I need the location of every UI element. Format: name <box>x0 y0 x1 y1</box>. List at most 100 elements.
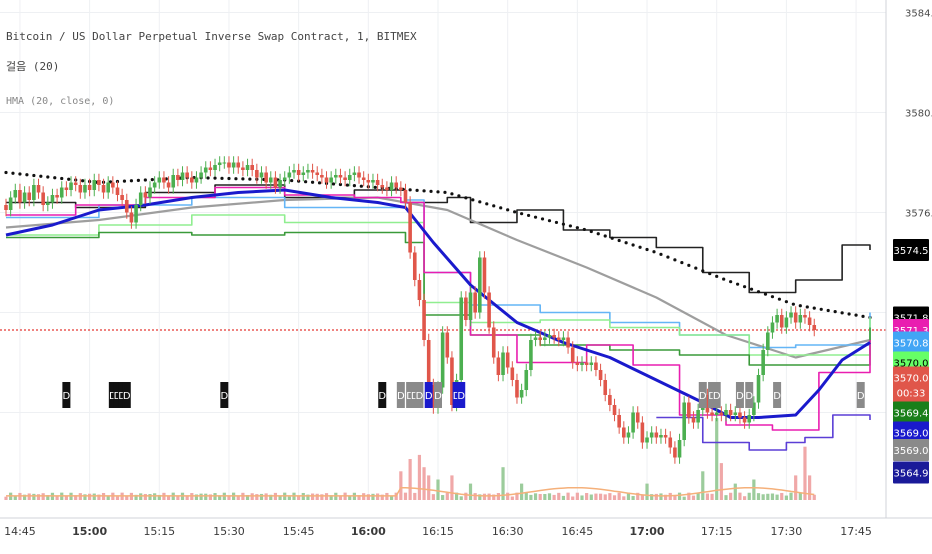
signal-marker: D <box>712 382 721 408</box>
candle-body <box>645 437 649 443</box>
dot-marker <box>46 175 50 179</box>
candle-body <box>728 410 733 415</box>
x-tick-label: 17:30 <box>771 525 803 538</box>
dot-marker <box>213 176 217 180</box>
candle-body <box>292 170 296 173</box>
candle-body <box>111 182 115 188</box>
volume-bar <box>199 493 203 500</box>
volume-bar <box>297 495 301 500</box>
candle-body <box>129 212 134 223</box>
signal-marker-label: D <box>708 391 716 402</box>
candle-body <box>380 185 385 188</box>
dot-marker <box>749 287 754 291</box>
dot-marker <box>464 196 468 200</box>
dot-marker <box>826 308 830 313</box>
candle-body <box>445 332 450 358</box>
dot-marker <box>345 183 350 187</box>
signal-marker: D <box>378 382 386 408</box>
signal-marker-box <box>434 382 442 408</box>
dot-marker <box>596 232 600 236</box>
candle-body <box>41 192 45 205</box>
candle-body <box>50 195 55 203</box>
signal-marker-label: D <box>453 391 461 402</box>
candle-body <box>185 172 189 178</box>
x-tick-label: 16:00 <box>351 525 386 538</box>
candle-body <box>73 182 78 185</box>
volume-bar <box>691 495 696 500</box>
signal-marker-box <box>735 382 744 408</box>
volume-bar <box>371 493 375 500</box>
volume-bar <box>487 493 491 500</box>
candle-body <box>464 297 468 320</box>
candle-body <box>473 292 477 313</box>
dot-marker <box>18 172 22 176</box>
candle-body <box>268 177 273 183</box>
volume-bar <box>594 493 598 500</box>
price-axis-label-box <box>893 381 929 404</box>
candle-body <box>46 202 50 205</box>
dot-marker <box>805 305 809 309</box>
volume-bar <box>812 494 816 500</box>
dot-marker <box>715 274 719 278</box>
candle-body <box>36 185 41 193</box>
candle-body <box>668 437 673 448</box>
volume-bar <box>403 492 408 500</box>
candle-body <box>255 170 259 178</box>
candle-body <box>766 332 770 350</box>
candle-body <box>478 257 482 313</box>
dot-marker <box>575 226 579 230</box>
candle-body <box>468 292 473 320</box>
volume-bar <box>417 454 422 500</box>
volume-bar <box>789 492 793 500</box>
dot-marker <box>122 179 127 183</box>
volume-bar <box>631 496 635 500</box>
signal-marker-box <box>113 382 122 408</box>
candle-body <box>580 362 584 365</box>
signal-marker: D <box>708 382 716 408</box>
volume-bar <box>143 493 147 500</box>
dot-marker <box>645 247 649 252</box>
signal-marker: D <box>773 382 781 408</box>
volume-bar <box>756 493 761 500</box>
signal-marker-label: D <box>699 391 707 402</box>
candle-body <box>529 340 533 370</box>
volume-bar <box>580 495 584 500</box>
volume-bar <box>459 496 463 500</box>
candle-body <box>371 180 375 183</box>
volume-bar <box>626 492 631 500</box>
dot-marker <box>756 290 761 294</box>
volume-bar <box>264 493 268 500</box>
candle-body <box>556 337 561 340</box>
price-axis-label-box <box>893 331 929 354</box>
candle-body <box>798 315 803 323</box>
price-axis-label-text: 3564.9 <box>894 469 929 480</box>
signal-marker-box <box>122 382 131 408</box>
volume-bar <box>278 495 282 500</box>
dot-marker <box>561 222 566 226</box>
candle-body <box>677 440 682 458</box>
volume-bar <box>92 493 96 500</box>
volume-bar <box>752 479 756 500</box>
dot-marker <box>241 177 245 181</box>
dot-marker <box>436 190 440 194</box>
volume-bar <box>450 475 454 500</box>
candle-body <box>603 380 608 395</box>
volume-bar <box>287 496 291 500</box>
signal-marker-box <box>118 382 127 408</box>
volume-bar <box>380 494 384 500</box>
candle-body <box>543 337 547 340</box>
dot-marker <box>610 236 614 240</box>
candle-body <box>789 312 793 318</box>
volume-bar <box>74 495 78 500</box>
price-axis-label-text: 3574.5 <box>894 246 929 257</box>
candle-body <box>115 187 120 195</box>
volume-bar <box>747 492 751 500</box>
dot-marker <box>248 177 252 181</box>
signal-marker-label: D <box>773 391 781 402</box>
signal-marker-label: D <box>745 391 753 402</box>
candle-body <box>101 185 106 193</box>
volume-bar <box>520 483 524 500</box>
signal-marker-label: D <box>378 391 386 402</box>
